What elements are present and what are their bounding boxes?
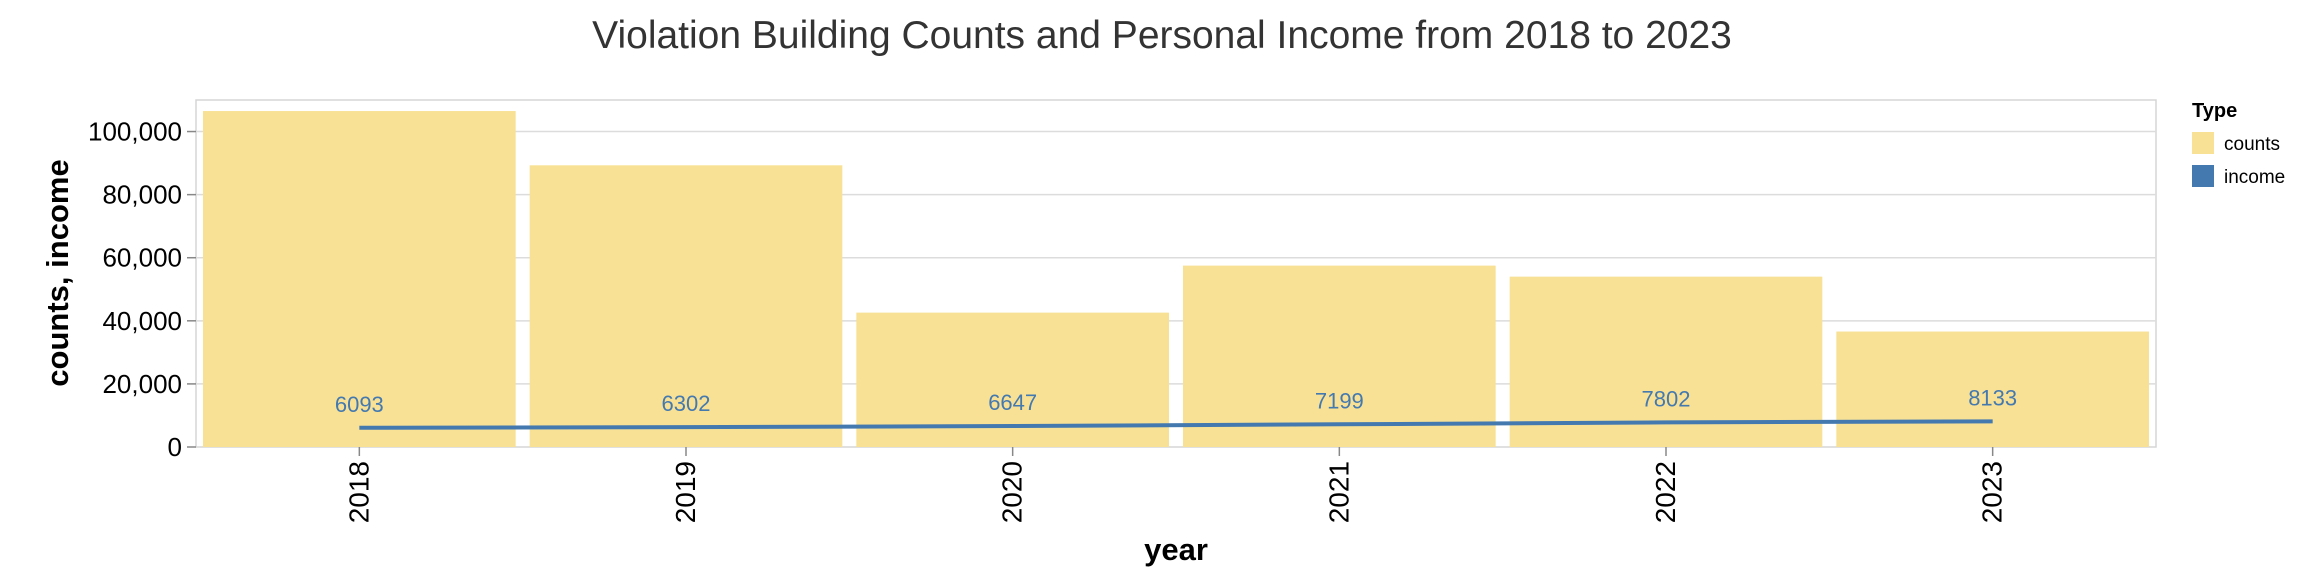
y-tick-label: 0 <box>168 432 182 462</box>
legend: Type counts income <box>2192 100 2285 188</box>
x-tick-label: 2019 <box>670 461 701 523</box>
x-tick-label: 2023 <box>1977 461 2008 523</box>
bar-counts-2018 <box>203 111 516 448</box>
legend-label-counts: counts <box>2224 134 2280 155</box>
bar-counts-2019 <box>529 165 843 448</box>
income-label-2020: 6647 <box>988 390 1037 415</box>
income-label-2022: 7802 <box>1642 386 1691 411</box>
legend-label-income: income <box>2224 167 2285 188</box>
bar-counts-2021 <box>1183 265 1496 447</box>
y-tick-label: 20,000 <box>102 369 182 399</box>
income-label-2019: 6302 <box>662 391 711 416</box>
bar-counts-2022 <box>1509 276 1823 447</box>
x-tick-label: 2022 <box>1650 461 1681 523</box>
axes: 0 20,000 40,000 60,000 80,000 100,000 2018 2019… <box>88 117 2008 524</box>
plot-area <box>195 99 2157 448</box>
x-axis-title: year <box>1144 532 1208 567</box>
legend-swatch-income <box>2192 165 2214 187</box>
bars <box>203 111 2149 448</box>
income-label-2021: 7199 <box>1315 388 1364 413</box>
x-tick-label: 2020 <box>997 461 1028 523</box>
x-tick-label: 2021 <box>1323 461 1354 523</box>
income-label-2018: 6093 <box>335 392 384 417</box>
income-line <box>359 419 1993 430</box>
x-tick-label: 2018 <box>343 461 374 523</box>
y-tick-label: 60,000 <box>102 243 182 273</box>
y-tick-label: 40,000 <box>102 306 182 336</box>
legend-title: Type <box>2192 100 2237 122</box>
grid-lines <box>196 130 2156 385</box>
y-tick-label: 100,000 <box>88 117 182 147</box>
income-labels: 6093 6302 6647 7199 7802 8133 <box>335 385 2017 416</box>
chart-title: Violation Building Counts and Personal I… <box>592 14 1732 57</box>
income-line-group <box>359 419 1993 430</box>
y-tick-label: 80,000 <box>102 180 182 210</box>
y-axis-title: counts, income <box>40 159 75 386</box>
income-label-2023: 8133 <box>1968 385 2017 410</box>
legend-swatch-counts <box>2192 132 2214 154</box>
bar-counts-2023 <box>1836 331 2149 447</box>
